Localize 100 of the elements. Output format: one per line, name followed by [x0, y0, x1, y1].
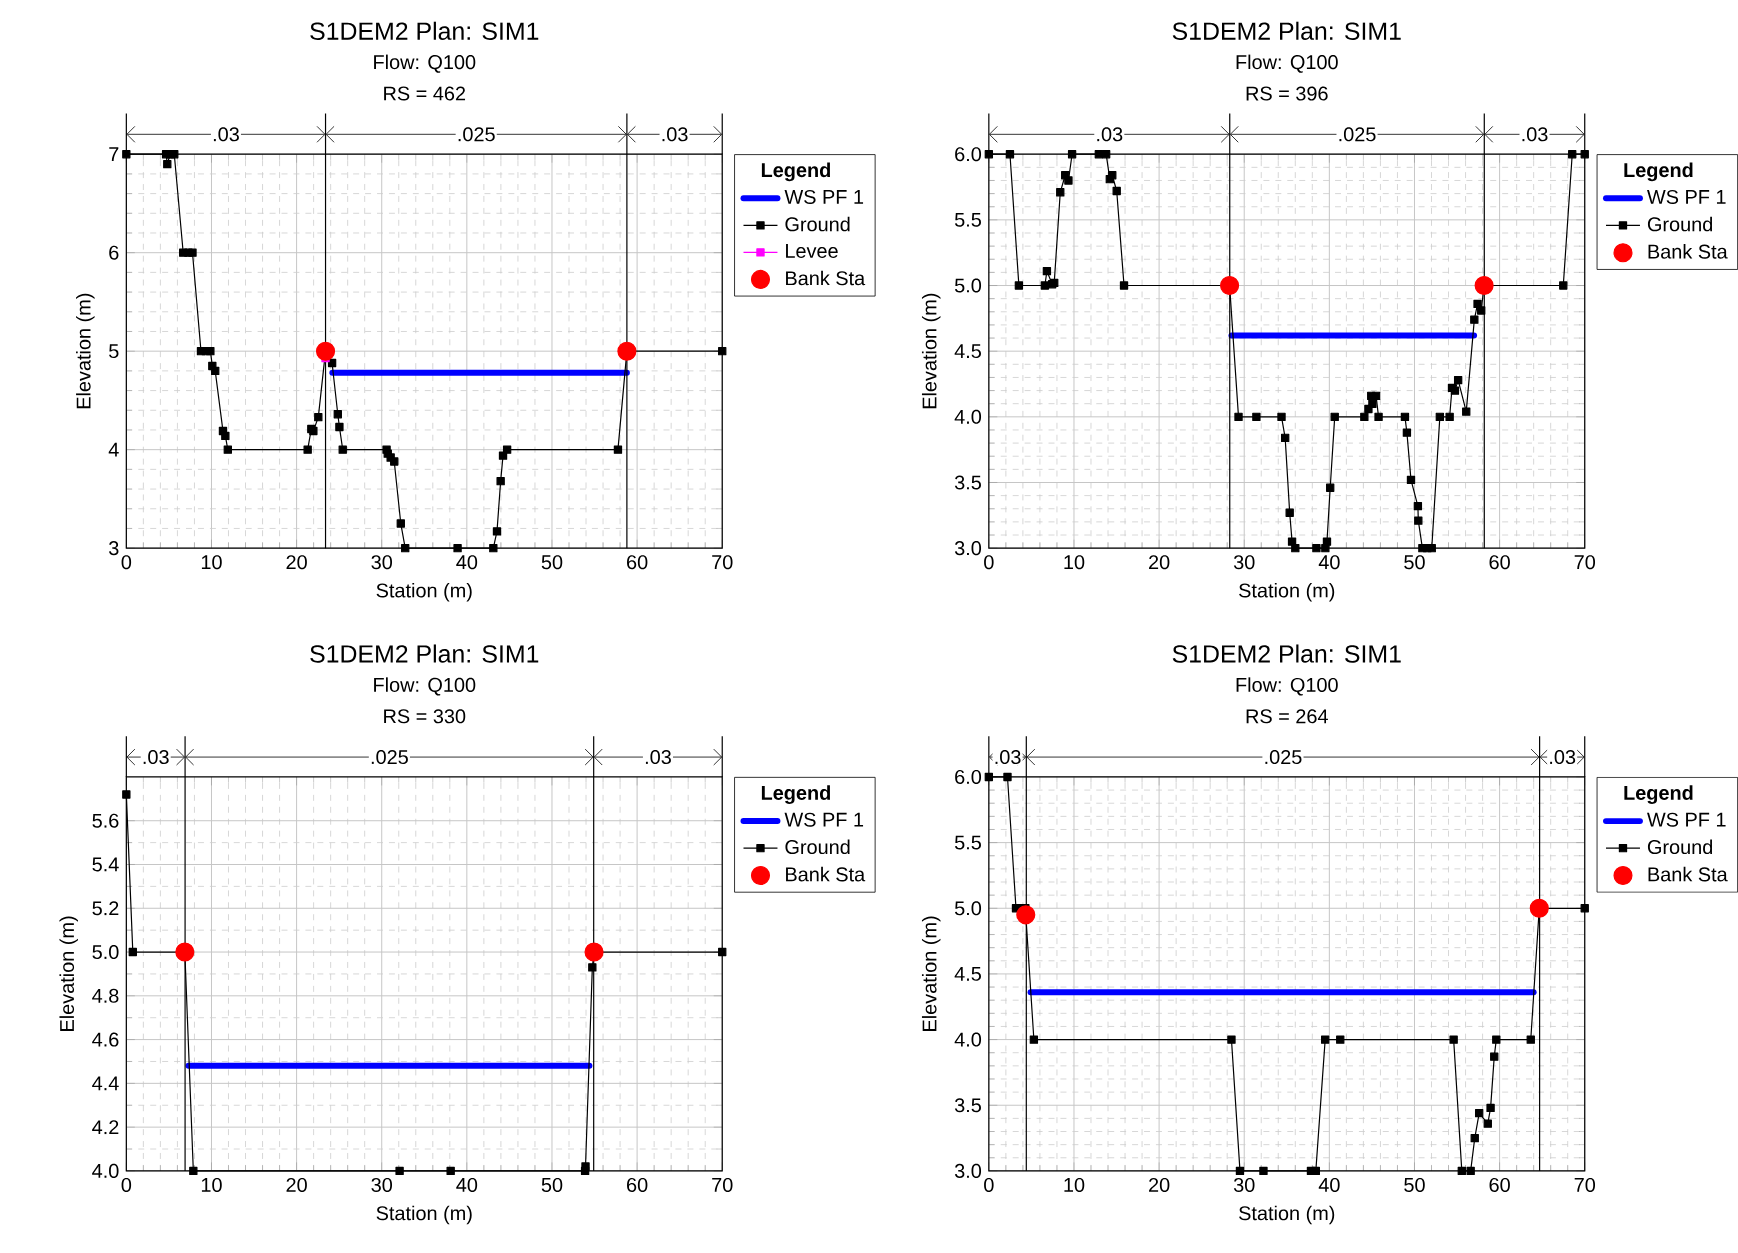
- chart-subtitle: Flow: Q100: [374, 54, 476, 73]
- x-tick-label: 10: [1064, 554, 1085, 570]
- x-tick-label: 10: [1064, 1177, 1085, 1192]
- x-axis-title: Station (m): [376, 582, 472, 602]
- chart-subtitle: Flow: Q100: [374, 677, 476, 696]
- x-tick-label: 50: [541, 1177, 563, 1192]
- text: .025: [371, 749, 408, 764]
- text: .025: [1339, 127, 1376, 142]
- x-tick-label: 40: [456, 1177, 478, 1192]
- x-tick-label: 50: [1404, 1177, 1425, 1192]
- y-tick-label: 5.4: [92, 857, 119, 872]
- x-tick-label: 10: [201, 1177, 222, 1192]
- y-tick-label: 3.5: [954, 475, 981, 490]
- text: .03: [1550, 749, 1576, 764]
- legend-label: Levee: [786, 243, 838, 258]
- x-tick-label: 20: [1149, 554, 1170, 570]
- y-tick-label: 3.0: [954, 1163, 982, 1178]
- legend-label: WS PF 1: [784, 189, 864, 204]
- legend-title: Legend: [761, 162, 831, 181]
- x-tick-label: 60: [1489, 1177, 1510, 1192]
- x-tick-label: 40: [1318, 554, 1340, 570]
- x-tick-label: 50: [541, 554, 563, 570]
- chart-title: S1DEM2 Plan: SIM1: [310, 644, 539, 663]
- y-tick-label: 5.6: [92, 813, 119, 828]
- legend-label: Bank Sta: [1648, 866, 1728, 882]
- y-axis-title: Elevation (m): [59, 916, 78, 1031]
- text: .03: [1097, 127, 1123, 142]
- x-tick-label: 60: [1489, 554, 1510, 570]
- y-tick-label: 4.8: [92, 988, 119, 1003]
- text: RS = 462: [384, 86, 466, 101]
- x-tick-label: 20: [286, 1177, 307, 1192]
- legend-title: Legend: [761, 785, 831, 804]
- legend-label: Bank Sta: [1648, 243, 1728, 259]
- x-tick-label: 0: [121, 554, 132, 570]
- x-tick-label: 40: [1318, 1177, 1340, 1192]
- y-tick-label: 3.5: [954, 1097, 981, 1113]
- x-axis-title: Station (m): [376, 1205, 472, 1224]
- text: .03: [1522, 127, 1548, 142]
- y-tick-label: 4.4: [92, 1076, 119, 1090]
- legend-label: Ground: [785, 216, 850, 232]
- x-tick-label: 70: [1574, 1177, 1596, 1192]
- chart-subtitle: Flow: Q100: [1236, 54, 1338, 73]
- chart-title: S1DEM2 Plan: SIM1: [1172, 21, 1401, 40]
- y-tick-label: 5.5: [954, 835, 981, 850]
- x-axis-title: Station (m): [1239, 582, 1335, 602]
- chart-title: S1DEM2 Plan: SIM1: [310, 21, 539, 40]
- x-tick-label: 30: [1233, 1177, 1255, 1192]
- y-tick-label: 3.0: [954, 540, 982, 555]
- y-tick-label: 4: [108, 442, 119, 457]
- y-tick-label: 6.0: [955, 769, 982, 784]
- text: RS = 396: [1246, 86, 1328, 101]
- x-tick-label: 60: [627, 554, 648, 570]
- x-tick-label: 50: [1404, 554, 1425, 570]
- text: RS = 264: [1246, 709, 1328, 724]
- y-tick-label: 5: [109, 344, 119, 358]
- x-tick-label: 20: [1149, 1177, 1170, 1192]
- legend-label: WS PF 1: [784, 812, 864, 827]
- y-tick-label: 4.0: [954, 1032, 982, 1047]
- x-tick-label: 20: [286, 554, 307, 570]
- x-tick-label: 60: [627, 1177, 648, 1192]
- y-tick-label: 3: [108, 540, 119, 555]
- legend-label: WS PF 1: [1647, 812, 1726, 827]
- text: RS = 330: [384, 709, 466, 724]
- legend-label: WS PF 1: [1647, 189, 1726, 204]
- legend-label: Ground: [785, 839, 850, 854]
- y-tick-label: 4.6: [92, 1032, 119, 1047]
- y-tick-label: 5.0: [954, 278, 982, 293]
- x-tick-label: 0: [984, 1177, 994, 1192]
- text: .03: [995, 749, 1021, 764]
- x-tick-label: 40: [456, 554, 478, 570]
- y-tick-label: 4.5: [954, 966, 981, 981]
- x-tick-label: 30: [371, 554, 393, 570]
- x-tick-label: 70: [1574, 554, 1596, 570]
- y-tick-label: 5.0: [954, 901, 982, 916]
- y-tick-label: 4.0: [92, 1163, 119, 1178]
- legend-title: Legend: [1624, 785, 1693, 804]
- text: .025: [458, 127, 495, 142]
- y-tick-label: 5.0: [92, 944, 119, 959]
- y-tick-label: 6.0: [955, 146, 982, 162]
- y-axis-title: Elevation (m): [921, 916, 941, 1031]
- y-tick-label: 7: [109, 147, 119, 161]
- text: .025: [1265, 749, 1302, 764]
- y-tick-label: 4.0: [954, 409, 982, 424]
- chart-subtitle: Flow: Q100: [1236, 677, 1338, 696]
- y-axis-title: Elevation (m): [921, 293, 941, 408]
- x-tick-label: 70: [712, 554, 733, 570]
- x-tick-label: 0: [984, 554, 994, 570]
- y-tick-label: 4.2: [92, 1119, 119, 1134]
- y-tick-label: 5.2: [92, 901, 119, 916]
- legend-label: Bank Sta: [786, 270, 866, 286]
- legend-label: Bank Sta: [786, 866, 866, 882]
- x-tick-label: 0: [121, 1177, 132, 1192]
- y-axis-title: Elevation (m): [76, 293, 95, 408]
- y-tick-label: 4.5: [954, 344, 981, 358]
- text: .03: [645, 749, 671, 764]
- legend-title: Legend: [1624, 162, 1693, 181]
- text: .03: [662, 127, 688, 142]
- y-tick-label: 5.5: [954, 212, 981, 227]
- x-tick-label: 10: [201, 554, 222, 570]
- legend-label: Ground: [1647, 216, 1713, 232]
